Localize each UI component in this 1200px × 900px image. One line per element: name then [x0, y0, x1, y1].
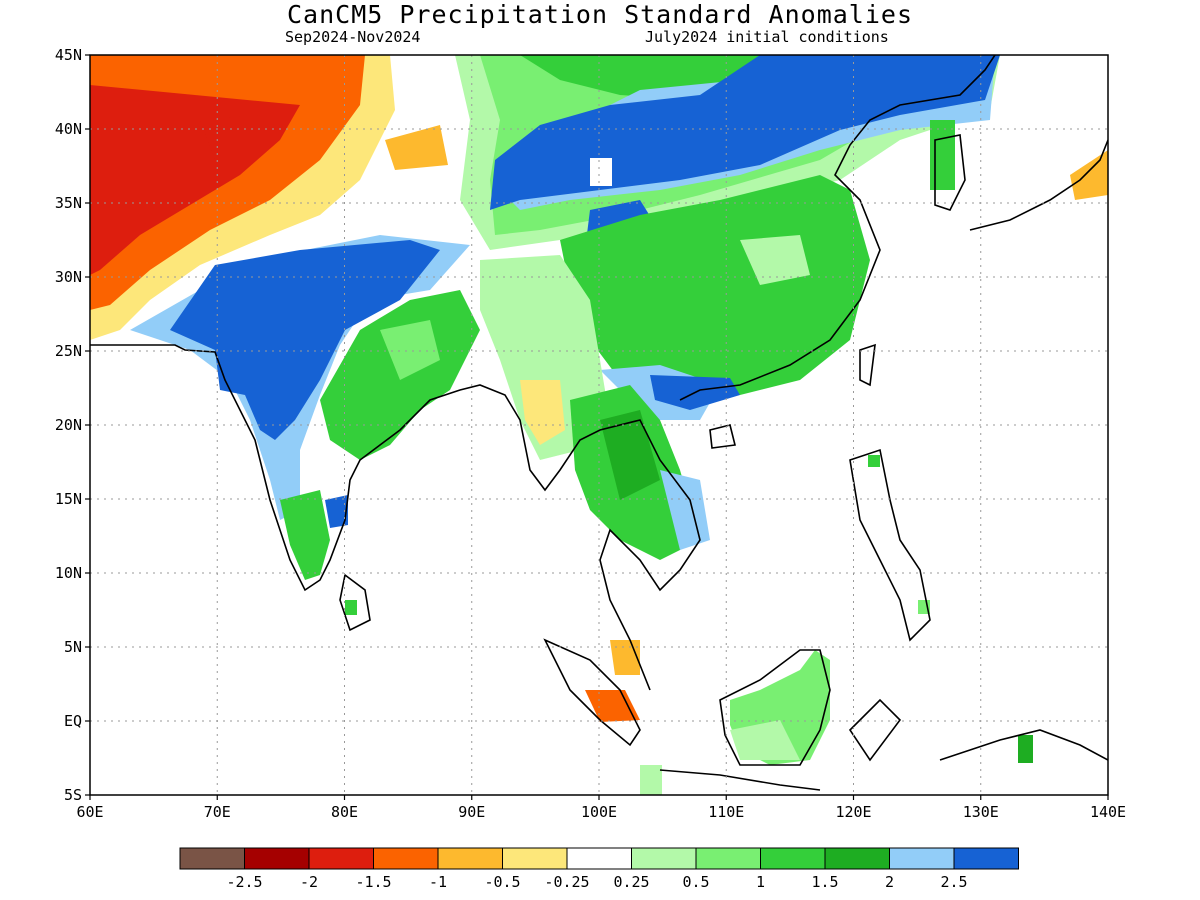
legend-label: 1 [756, 873, 765, 891]
lat-tick-label: 40N [55, 120, 82, 138]
lat-tick-label: 5N [64, 638, 82, 656]
legend-swatch [695, 847, 761, 870]
lon-tick-label: 130E [963, 803, 999, 821]
lon-tick-label: 120E [835, 803, 871, 821]
china-wet-green [560, 175, 870, 395]
lon-tick-label: 100E [581, 803, 617, 821]
legend-label: -0.25 [544, 873, 589, 891]
wet-band-blue [490, 55, 1000, 210]
indochina-yellow [520, 380, 565, 445]
dry-patch-sumatra-a [585, 690, 640, 722]
lat-tick-label: 10N [55, 564, 82, 582]
indochina-darkgreen [600, 410, 660, 500]
lat-tick-label: 15N [55, 490, 82, 508]
color-legend: -2.5 -2 -1.5 -1 -0.5 -0.25 0.25 0.5 1 1.5 2 2.5 [179, 847, 1019, 891]
legend-label: -2 [300, 873, 318, 891]
legend-label: -1 [429, 873, 447, 891]
legend-swatch [566, 847, 632, 870]
legend-label: 0.25 [613, 873, 649, 891]
legend-swatch [953, 847, 1019, 870]
india-wet-lightgreen [380, 320, 440, 380]
axis-ticks [85, 54, 1109, 800]
philippines-patch [868, 455, 880, 467]
borneo-wet-light [730, 720, 800, 760]
dry-patch-tibet [385, 125, 448, 170]
latitude-labels: 45N 40N 35N 30N 25N 20N 15N 10N 5N EQ 5S [55, 46, 82, 804]
map-grid [90, 55, 1108, 795]
anomaly-field [90, 55, 1108, 795]
legend-label: -1.5 [355, 873, 391, 891]
legend-label: 2.5 [940, 873, 967, 891]
legend-swatch [179, 847, 245, 870]
lat-tick-label: 30N [55, 268, 82, 286]
legend-swatch [824, 847, 890, 870]
legend-swatch [502, 847, 568, 870]
lat-tick-label: 45N [55, 46, 82, 64]
coastlines [90, 55, 1108, 791]
legend-label: 0.5 [682, 873, 709, 891]
java-patch [640, 765, 662, 795]
legend-swatch [244, 847, 310, 870]
lon-tick-label: 60E [76, 803, 103, 821]
china-wet-light [740, 235, 810, 285]
legend-swatch [631, 847, 697, 870]
srilanka-patch [345, 600, 357, 615]
lon-tick-label: 80E [331, 803, 358, 821]
legend-swatch [760, 847, 826, 870]
lat-tick-label: 5S [64, 786, 82, 804]
small-white-patch [590, 158, 612, 186]
lon-tick-label: 70E [204, 803, 231, 821]
legend-swatch [308, 847, 374, 870]
legend-label: -0.5 [484, 873, 520, 891]
dry-patch-japan [1070, 150, 1108, 200]
forecast-period: Sep2024-Nov2024 [285, 28, 421, 46]
india-wet-blue [170, 240, 440, 440]
lon-tick-label: 110E [708, 803, 744, 821]
lat-tick-label: 35N [55, 194, 82, 212]
legend-label: -2.5 [226, 873, 262, 891]
india-south-green [280, 490, 330, 580]
lat-tick-label: 20N [55, 416, 82, 434]
legend-swatch [437, 847, 503, 870]
initial-conditions: July2024 initial conditions [645, 28, 889, 46]
newguinea-patch [1018, 735, 1033, 763]
legend-swatch [373, 847, 439, 870]
legend-label: 1.5 [811, 873, 838, 891]
dry-region-inner [200, 115, 260, 160]
india-east-blue [325, 495, 348, 528]
longitude-labels: 60E 70E 80E 90E 100E 110E 120E 130E 140E [76, 803, 1126, 821]
dry-patch-sumatra-b [610, 640, 640, 675]
korea-patch [930, 120, 955, 190]
legend-swatch [889, 847, 955, 870]
lon-tick-label: 90E [458, 803, 485, 821]
map-title: CanCM5 Precipitation Standard Anomalies [287, 0, 913, 29]
legend-label: 2 [885, 873, 894, 891]
lon-tick-label: 140E [1090, 803, 1126, 821]
lat-tick-label: 25N [55, 342, 82, 360]
lat-tick-label: EQ [64, 712, 82, 730]
